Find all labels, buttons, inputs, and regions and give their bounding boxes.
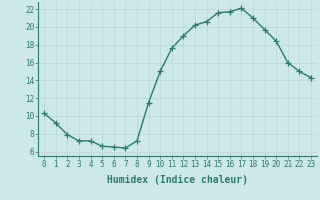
X-axis label: Humidex (Indice chaleur): Humidex (Indice chaleur) [107,175,248,185]
